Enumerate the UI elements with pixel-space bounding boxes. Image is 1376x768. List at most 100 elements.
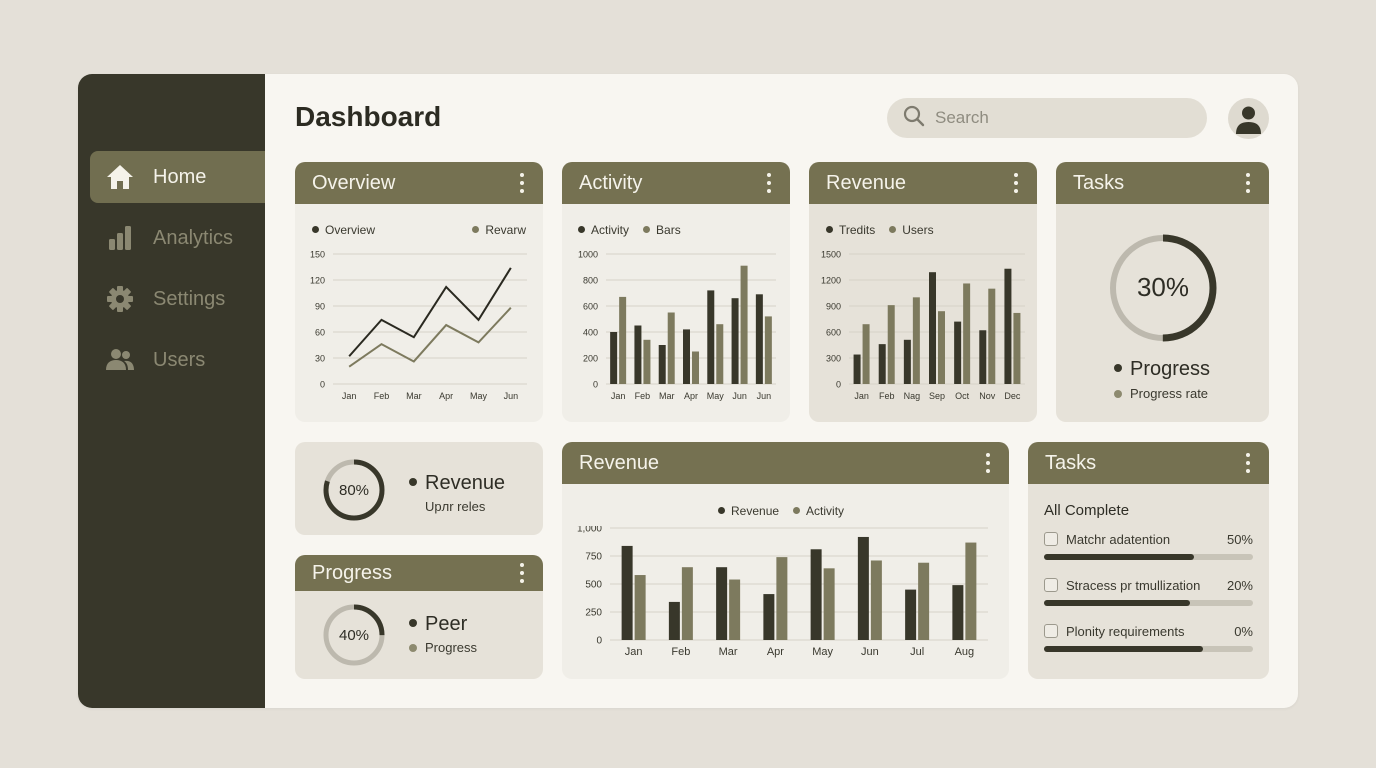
sidebar-item-label: Settings <box>153 287 226 310</box>
svg-text:Apr: Apr <box>684 391 698 401</box>
task-progress-bar <box>1044 646 1253 652</box>
home-icon <box>105 162 135 192</box>
svg-text:1000: 1000 <box>578 250 598 260</box>
sidebar-item-analytics[interactable]: Analytics <box>90 212 265 264</box>
svg-text:1500: 1500 <box>821 250 841 260</box>
revenue-donut <box>323 459 385 521</box>
svg-text:Jan: Jan <box>342 391 357 401</box>
card-header: Revenue <box>809 162 1037 204</box>
card-title: Revenue <box>579 451 660 474</box>
svg-text:500: 500 <box>585 580 602 591</box>
task-progress-bar <box>1044 600 1253 606</box>
user-avatar-icon[interactable] <box>1228 98 1269 139</box>
svg-text:May: May <box>812 646 833 658</box>
search-bar[interactable] <box>887 98 1207 138</box>
svg-text:120: 120 <box>310 276 325 286</box>
chart-legend: Activity Bars <box>578 223 681 237</box>
svg-text:Sep: Sep <box>929 391 945 401</box>
card-title: Tasks <box>1073 171 1125 194</box>
card-header: Revenue <box>562 442 1009 484</box>
svg-text:200: 200 <box>583 354 598 364</box>
svg-text:Apr: Apr <box>767 646 784 658</box>
bar-chart-icon <box>105 223 135 253</box>
svg-text:Jan: Jan <box>854 391 869 401</box>
more-options-icon[interactable] <box>985 453 991 473</box>
svg-text:May: May <box>707 391 725 401</box>
more-options-icon[interactable] <box>519 563 525 583</box>
revenue-bottom-card: Revenue Revenue Activity 0 250 500 750 1,000… <box>562 442 1009 679</box>
more-options-icon[interactable] <box>1013 173 1019 193</box>
revenue-bar-chart: 0 250 500 750 1,000 Jan Feb Mar Apr May Jun Jul Aug <box>577 526 988 658</box>
svg-text:Jul: Jul <box>910 646 924 658</box>
gear-icon <box>105 284 135 314</box>
users-icon <box>105 345 135 375</box>
card-header: Activity <box>562 162 790 204</box>
svg-text:1200: 1200 <box>821 276 841 286</box>
svg-text:90: 90 <box>315 302 325 312</box>
more-options-icon[interactable] <box>1245 173 1251 193</box>
progress-percent: 40% <box>338 627 370 644</box>
sidebar-item-home[interactable]: Home <box>90 151 265 203</box>
chart-legend: Overview Revarw <box>312 223 526 237</box>
task-checkbox[interactable] <box>1044 578 1058 592</box>
progress-donut <box>323 604 385 666</box>
tasks-list-card: Tasks All Complete Matchr adatention 50%… <box>1028 442 1269 679</box>
svg-text:Jan: Jan <box>625 646 643 658</box>
sidebar-item-label: Home <box>153 165 207 188</box>
card-title: Overview <box>312 171 396 194</box>
svg-text:800: 800 <box>583 276 598 286</box>
svg-text:0: 0 <box>596 636 602 647</box>
progress-percent: 30% <box>1136 272 1190 302</box>
svg-text:150: 150 <box>310 250 325 260</box>
task-percent: 0% <box>1234 624 1253 639</box>
svg-text:Feb: Feb <box>671 646 690 658</box>
legend-progress: Progress <box>1114 358 1210 381</box>
overview-card: Overview Overview Revarw 0 30 60 90 120 150 Ja… <box>295 162 543 422</box>
task-checkbox[interactable] <box>1044 532 1058 546</box>
svg-text:Oct: Oct <box>955 391 970 401</box>
revenue-bar-chart: 0 300 600 900 1200 1500 Jan Feb Nag Sep Oct Nov Dec <box>821 250 1025 401</box>
more-options-icon[interactable] <box>1245 453 1251 473</box>
progress-card: Progress 40% Peer Progress <box>295 555 543 679</box>
tasks-subtitle: All Complete <box>1044 502 1130 519</box>
more-options-icon[interactable] <box>766 173 772 193</box>
svg-text:750: 750 <box>585 552 602 563</box>
main-content: Dashboard Overview Overview Revarw 0 30 60… <box>265 74 1298 708</box>
activity-bar-chart: 0 200 400 600 800 1000 Jan Feb Mar Apr May Jun Jun <box>578 250 776 401</box>
search-input[interactable] <box>935 108 1175 128</box>
task-percent: 20% <box>1226 578 1253 593</box>
svg-text:300: 300 <box>826 354 841 364</box>
svg-text:Mar: Mar <box>719 646 738 658</box>
svg-text:Jun: Jun <box>732 391 747 401</box>
svg-text:Mar: Mar <box>659 391 675 401</box>
task-checkbox[interactable] <box>1044 624 1058 638</box>
svg-text:400: 400 <box>583 328 598 338</box>
page-title: Dashboard <box>295 101 442 132</box>
more-options-icon[interactable] <box>519 173 525 193</box>
revenue-sublabel: Upлr reles <box>425 499 486 514</box>
svg-text:30: 30 <box>315 354 325 364</box>
svg-text:250: 250 <box>585 608 602 619</box>
svg-text:Jun: Jun <box>861 646 879 658</box>
svg-text:Apr: Apr <box>439 391 453 401</box>
svg-text:900: 900 <box>826 302 841 312</box>
activity-card: Activity Activity Bars 0 200 400 600 800 1000… <box>562 162 790 422</box>
card-header: Overview <box>295 162 543 204</box>
svg-text:0: 0 <box>593 380 598 390</box>
sidebar-item-users[interactable]: Users <box>90 334 265 386</box>
svg-text:Dec: Dec <box>1004 391 1021 401</box>
svg-text:0: 0 <box>320 380 325 390</box>
sidebar-item-settings[interactable]: Settings <box>90 273 265 325</box>
svg-text:0: 0 <box>836 380 841 390</box>
card-title: Revenue <box>826 171 907 194</box>
tasks-progress-card: Tasks 30% Progress Progress rate <box>1056 162 1269 422</box>
overview-line-chart: 0 30 60 90 120 150 Jan Feb Mar Apr May Jun <box>310 250 527 401</box>
task-progress-bar <box>1044 554 1253 560</box>
svg-text:60: 60 <box>315 328 325 338</box>
svg-text:600: 600 <box>826 328 841 338</box>
svg-text:Jan: Jan <box>611 391 626 401</box>
svg-text:600: 600 <box>583 302 598 312</box>
svg-text:Feb: Feb <box>635 391 651 401</box>
svg-text:Nov: Nov <box>979 391 996 401</box>
sidebar-item-label: Users <box>153 348 206 371</box>
